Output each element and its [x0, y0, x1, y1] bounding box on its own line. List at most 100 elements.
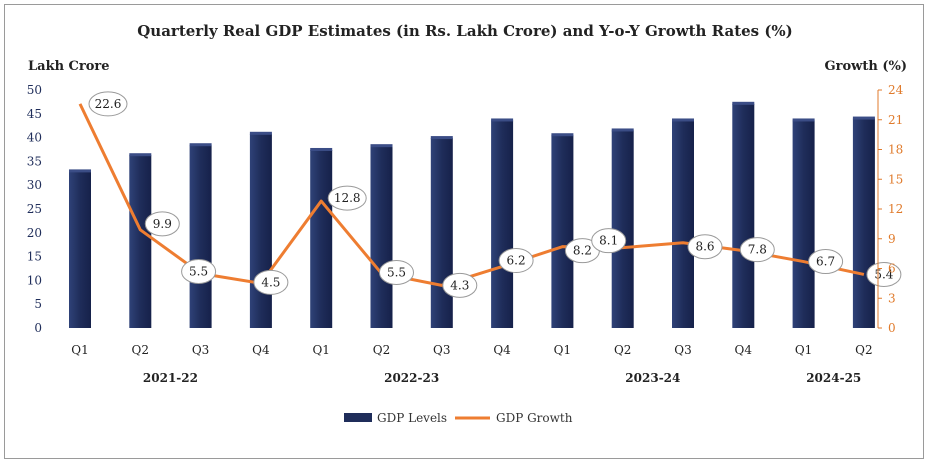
right-y-tick: 3: [888, 291, 896, 305]
x-tick: Q4: [252, 343, 270, 357]
growth-label-bubble: [327, 185, 367, 211]
left-axis-title: Lakh Crore: [28, 59, 110, 74]
gdp-bar: [672, 120, 694, 329]
growth-label-bubble: [253, 269, 289, 295]
x-tick: Q2: [614, 343, 631, 357]
gdp-bar: [249, 133, 272, 328]
legend-bar-swatch: [344, 413, 372, 422]
gdp-bar: [491, 120, 514, 329]
gdp-bar: [310, 149, 333, 328]
growth-label: 22.6: [95, 97, 122, 111]
fiscal-year-label: 2022-23: [384, 371, 439, 385]
growth-label-bubble: [498, 248, 534, 274]
right-y-axis: 0 3 6 9 12 15 18 21 24: [877, 83, 904, 335]
x-tick: Q1: [71, 343, 88, 357]
x-tick: Q2: [855, 343, 872, 357]
bar-series: [69, 101, 875, 329]
gdp-bar-cap: [672, 118, 694, 122]
growth-label-bubble: [866, 261, 902, 287]
growth-label-bubble: [808, 249, 844, 275]
gdp-bar-cap: [551, 133, 574, 137]
growth-label: 5.4: [874, 267, 893, 281]
growth-label-bubble: [442, 272, 478, 298]
right-y-tick: 12: [888, 202, 903, 216]
gdp-bar-cap: [189, 143, 212, 147]
x-tick: Q4: [735, 343, 753, 357]
left-y-tick: 45: [27, 107, 42, 121]
growth-label-bubble: [687, 234, 723, 260]
growth-label: 12.8: [334, 191, 361, 205]
growth-label-bubble: [739, 237, 775, 263]
gdp-bar-cap: [852, 116, 875, 120]
left-y-tick: 50: [27, 83, 42, 97]
gdp-bar: [611, 130, 634, 328]
fiscal-year-label: 2024-25: [806, 371, 861, 385]
chart-title: Quarterly Real GDP Estimates (in Rs. Lak…: [137, 22, 793, 40]
gdp-bar: [189, 145, 212, 328]
x-tick: Q3: [433, 343, 450, 357]
gdp-bar: [430, 138, 453, 328]
legend-bar-label: GDP Levels: [377, 411, 447, 425]
fiscal-year-label: 2021-22: [143, 371, 198, 385]
growth-label: 8.1: [599, 234, 618, 248]
growth-label: 8.2: [573, 244, 592, 258]
growth-label-bubble: [88, 91, 128, 117]
gdp-bar-cap: [792, 118, 815, 122]
gdp-bar-cap: [732, 101, 755, 105]
growth-label: 5.5: [387, 265, 406, 279]
growth-label: 4.3: [450, 278, 469, 292]
gdp-bar-cap: [249, 131, 272, 135]
gdp-bar-cap: [430, 136, 453, 140]
x-tick: Q1: [312, 343, 329, 357]
gdp-bar-cap: [370, 144, 393, 148]
x-tick: Q3: [192, 343, 209, 357]
left-y-tick: 15: [27, 250, 42, 264]
growth-label: 6.2: [507, 254, 526, 268]
growth-label-bubble: [591, 228, 627, 254]
growth-label-bubble: [144, 211, 180, 237]
x-tick: Q2: [132, 343, 149, 357]
left-y-tick: 25: [27, 202, 42, 216]
growth-label: 4.5: [261, 275, 280, 289]
legend: GDP Levels GDP Growth: [344, 411, 573, 425]
x-tick: Q4: [493, 343, 511, 357]
growth-label: 6.7: [816, 255, 835, 269]
x-tick: Q1: [795, 343, 812, 357]
left-y-tick: 35: [27, 154, 42, 168]
gdp-bar-cap: [310, 147, 333, 151]
right-y-tick: 6: [888, 262, 896, 276]
right-y-tick: 18: [888, 143, 903, 157]
left-y-tick: 0: [34, 321, 42, 335]
left-y-tick: 10: [27, 273, 42, 287]
right-y-tick: 0: [888, 321, 896, 335]
x-tick: Q3: [674, 343, 691, 357]
growth-label-bubble: [181, 258, 217, 284]
gdp-bar: [69, 171, 91, 328]
growth-label-bubble: [379, 259, 414, 285]
right-y-tick: 9: [888, 232, 896, 246]
x-tick: Q1: [554, 343, 571, 357]
data-labels: 22.6 9.9 5.5 4.5 12.8 5.5 4.3 6.2 8.2 8.1 8.6 7.8 6.…: [88, 91, 902, 298]
gdp-bar-cap: [491, 118, 514, 122]
growth-label: 7.8: [748, 243, 767, 257]
growth-label: 5.5: [189, 264, 208, 278]
right-y-tick: 15: [888, 172, 903, 186]
gdp-bar: [792, 120, 815, 329]
right-y-tick: 21: [888, 113, 903, 127]
gdp-bar-cap: [69, 169, 91, 173]
x-tick: Q2: [373, 343, 390, 357]
gdp-bar-cap: [611, 128, 634, 132]
x-axis: Q1 Q2 Q3 Q4 Q1 Q2 Q3 Q4 Q1 Q2 Q3 Q4 Q1 Q2 2021-22 2022-…: [71, 343, 872, 385]
gdp-bar: [370, 146, 393, 328]
gdp-bar: [551, 135, 574, 328]
growth-label: 9.9: [153, 217, 172, 231]
left-y-tick: 30: [27, 178, 42, 192]
gdp-bar: [852, 118, 875, 328]
right-axis-title: Growth (%): [825, 59, 907, 74]
gdp-bar-cap: [129, 153, 152, 157]
growth-label: 8.6: [695, 240, 714, 254]
right-y-tick: 24: [888, 83, 904, 97]
gdp-bar: [732, 103, 755, 328]
left-y-axis: 0 5 10 15 20 25 30 35 40 45 50: [27, 83, 42, 335]
